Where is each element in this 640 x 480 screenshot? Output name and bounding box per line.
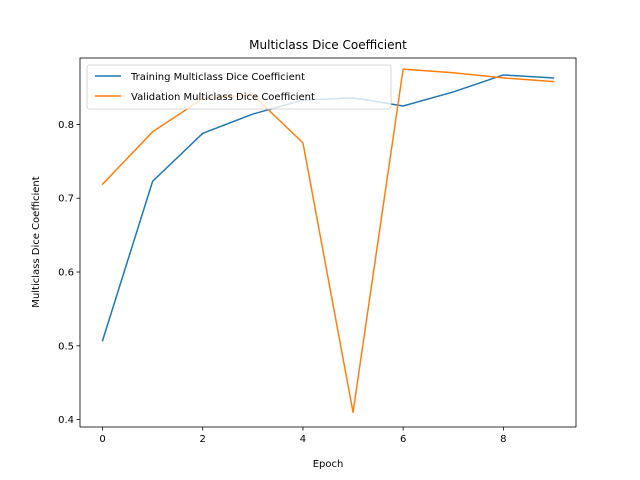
plot-frame [79, 57, 577, 428]
y-tick-label: 0.7 [58, 194, 74, 205]
chart-title: Multiclass Dice Coefficient [249, 38, 407, 52]
y-tick-label: 0.4 [58, 415, 74, 426]
y-tick-label: 0.5 [58, 341, 74, 352]
legend-label: Validation Multiclass Dice Coefficient [131, 92, 315, 103]
x-tick-label: 4 [300, 434, 306, 445]
y-axis-label: Multiclass Dice Coefficient [31, 176, 42, 307]
legend: Training Multiclass Dice Coefficient Vali… [86, 64, 392, 110]
legend-label: Training Multiclass Dice Coefficient [130, 72, 305, 83]
x-axis-label: Epoch [313, 459, 344, 470]
x-tick-label: 6 [400, 434, 406, 445]
series-line-validation [101, 68, 555, 413]
y-tick-label: 0.8 [58, 120, 74, 131]
x-tick-label: 2 [200, 434, 206, 445]
legend-box [86, 64, 392, 110]
y-tick-label: 0.6 [58, 268, 74, 279]
x-tick-label: 8 [500, 434, 506, 445]
x-tick-label: 0 [99, 434, 105, 445]
